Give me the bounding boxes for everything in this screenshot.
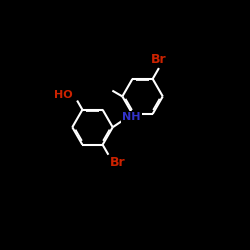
Text: Br: Br <box>151 53 167 66</box>
Text: NH: NH <box>122 112 141 122</box>
Text: HO: HO <box>54 90 72 100</box>
Text: Br: Br <box>110 156 126 169</box>
